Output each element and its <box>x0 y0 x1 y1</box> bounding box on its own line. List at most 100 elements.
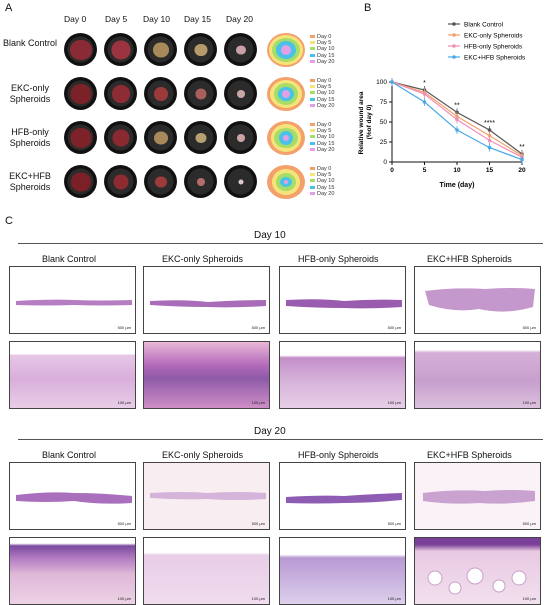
wound-photo <box>64 121 97 154</box>
wound-photo <box>64 77 97 110</box>
histology-highmag: 100 μm <box>279 537 406 605</box>
y-axis-label-line: Relative wound area <box>358 91 365 154</box>
row-label: Blank Control <box>2 38 58 48</box>
day10-divider <box>18 243 543 244</box>
histology-highmag: 100 μm <box>414 537 541 605</box>
significance-mark: ** <box>454 102 460 109</box>
scale-bar: 100 μm <box>117 400 131 405</box>
wound-photo <box>144 77 177 110</box>
legend-label: Day 5 <box>317 128 332 135</box>
y-tick-label: 50 <box>380 119 388 126</box>
data-point <box>487 145 492 150</box>
wound-photo <box>144 165 177 198</box>
wound-trace-diagram <box>267 77 305 111</box>
legend-marker <box>452 33 456 37</box>
x-tick-label: 20 <box>518 167 526 174</box>
legend-marker <box>452 55 456 59</box>
legend-label: Day 5 <box>317 40 332 47</box>
wound-photo <box>144 33 177 66</box>
histology-lowmag: 500 μm <box>9 462 136 530</box>
y-axis-label: Relative wound area (%of day 0) <box>358 90 373 155</box>
legend-label: Day 10 <box>317 178 335 185</box>
histology-highmag: 100 μm <box>143 341 270 409</box>
wound-trace-diagram <box>267 33 305 67</box>
panel-c-letter: C <box>5 215 13 227</box>
legend-marker <box>452 22 456 26</box>
legend-label: Blank Control <box>464 21 504 28</box>
data-point <box>487 138 492 143</box>
scale-bar: 500 μm <box>117 325 131 330</box>
histology-lowmag: 500 μm <box>414 266 541 334</box>
y-tick-label: 0 <box>383 159 387 166</box>
legend-label: Day 20 <box>317 146 335 153</box>
wound-photo <box>184 33 217 66</box>
x-tick-label: 5 <box>423 167 427 174</box>
y-tick-label: 25 <box>380 139 388 146</box>
wound-photo <box>184 77 217 110</box>
wound-trace-diagram <box>267 165 305 199</box>
group-label: EKC-only Spheroids <box>162 254 244 264</box>
scale-bar: 100 μm <box>387 596 401 601</box>
column-header: Day 5 <box>105 14 128 24</box>
histology-highmag: 100 μm <box>279 341 406 409</box>
wound-photo <box>224 77 257 110</box>
column-header: Day 10 <box>143 14 170 24</box>
data-point <box>455 110 459 115</box>
wound-photo <box>224 121 257 154</box>
legend-label: Day 15 <box>317 52 335 59</box>
wound-photo <box>104 121 137 154</box>
legend-label: Day 5 <box>317 172 332 179</box>
panel-a-letter: A <box>5 2 13 14</box>
trace-legend: Day 0 Day 5 Day 10 Day 15 Day 20 <box>310 122 334 153</box>
scale-bar: 500 μm <box>251 325 265 330</box>
group-label: Blank Control <box>42 254 97 264</box>
row-label: EKC+HFB Spheroids <box>9 171 51 192</box>
significance-mark: * <box>423 80 426 87</box>
wound-photo <box>144 121 177 154</box>
y-tick-label: 100 <box>376 79 387 86</box>
trace-legend: Day 0 Day 5 Day 10 Day 15 Day 20 <box>310 166 334 197</box>
legend-label: Day 0 <box>317 78 332 84</box>
wound-photo <box>104 165 137 198</box>
panel-b-letter: B <box>364 2 372 14</box>
significance-mark: ** <box>519 144 525 151</box>
histology-highmag: 100 μm <box>143 537 270 605</box>
legend-marker <box>452 44 456 48</box>
group-label: Blank Control <box>42 450 97 460</box>
data-point <box>520 157 524 162</box>
significance-mark: **** <box>484 120 495 127</box>
y-axis-label-line: (%of day 0) <box>366 105 373 140</box>
group-label: EKC-only Spheroids <box>162 450 244 460</box>
data-point <box>422 92 427 96</box>
legend-label: Day 10 <box>317 134 335 141</box>
data-point <box>487 133 492 138</box>
legend-label: Day 10 <box>317 90 335 97</box>
legend-label: Day 10 <box>317 46 335 53</box>
data-point <box>455 128 459 132</box>
scale-bar: 100 μm <box>251 400 265 405</box>
legend-label: EKC+HFB Spheroids <box>464 54 526 61</box>
legend-label: Day 0 <box>317 122 332 128</box>
scale-bar: 100 μm <box>387 400 401 405</box>
wound-trace-diagram <box>267 121 305 155</box>
histology-lowmag: 500 μm <box>279 266 406 334</box>
histology-highmag: 100 μm <box>414 341 541 409</box>
scale-bar: 500 μm <box>522 325 536 330</box>
legend-label: Day 20 <box>317 102 335 109</box>
day10-title: Day 10 <box>254 230 286 241</box>
group-label: HFB-only Spheroids <box>298 254 379 264</box>
trace-legend: Day 0 Day 5 Day 10 Day 15 Day 20 <box>310 78 334 109</box>
legend-label: Day 15 <box>317 140 335 147</box>
wound-photo <box>224 33 257 66</box>
legend-label: EKC-only Spheroids <box>464 32 523 39</box>
wound-photo <box>104 33 137 66</box>
histology-lowmag: 500 μm <box>414 462 541 530</box>
group-label: HFB-only Spheroids <box>298 450 379 460</box>
histology-lowmag: 500 μm <box>143 462 270 530</box>
legend-label: Day 5 <box>317 84 332 91</box>
scale-bar: 500 μm <box>387 325 401 330</box>
day20-divider <box>18 439 543 440</box>
column-header: Day 15 <box>184 14 211 24</box>
histology-highmag: 100 μm <box>9 341 136 409</box>
